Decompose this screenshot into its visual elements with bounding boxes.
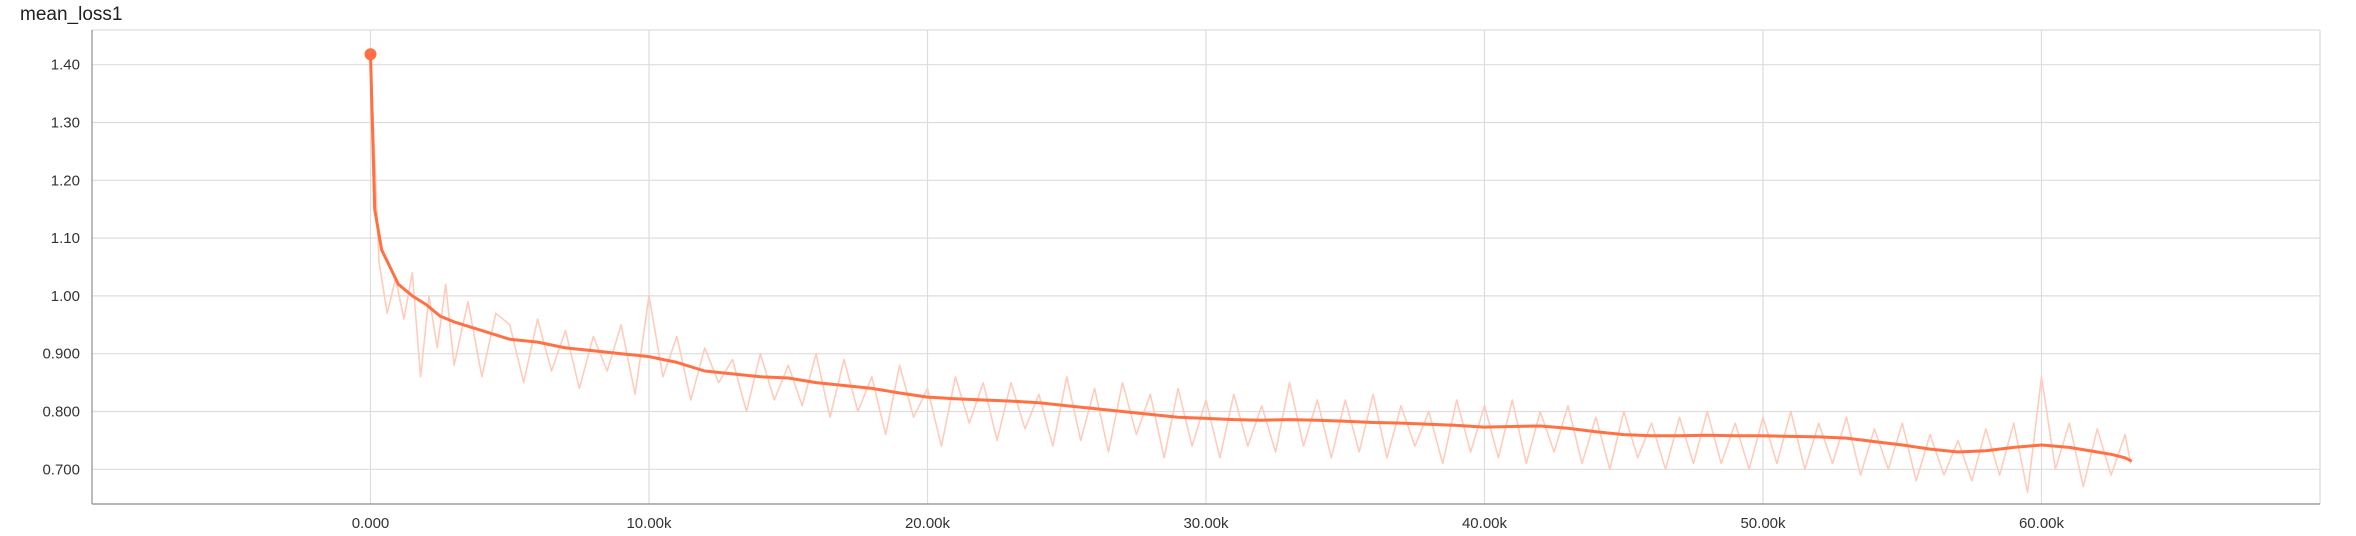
- start-point-marker: [364, 48, 377, 61]
- x-tick-label: 50.00k: [1740, 515, 1786, 532]
- grid-lines: [92, 30, 2320, 504]
- smoothed-loss-line: [369, 52, 2133, 463]
- y-tick-label: 0.700: [42, 461, 80, 478]
- y-tick-label: 1.10: [51, 230, 80, 247]
- y-tick-label: 1.00: [51, 288, 80, 305]
- y-tick-label: 0.900: [42, 346, 80, 363]
- x-tick-label: 60.00k: [2019, 515, 2065, 532]
- x-tick-label: 10.00k: [626, 515, 672, 532]
- raw-loss-series: [369, 54, 2132, 494]
- x-tick-label: 20.00k: [905, 515, 951, 532]
- y-tick-label: 0.800: [42, 404, 80, 421]
- axes: [91, 29, 2321, 505]
- x-tick-label: 30.00k: [1183, 515, 1229, 532]
- x-tick-label: 40.00k: [1462, 515, 1508, 532]
- x-tick-label: 0.000: [352, 515, 390, 532]
- chart-title: mean_loss1: [20, 4, 123, 25]
- y-tick-label: 1.20: [51, 172, 80, 189]
- y-tick-label: 1.30: [51, 114, 80, 131]
- tick-labels: 0.700 0.800 0.900 1.00 1.10 1.20 1.30 1.40 0.000…: [42, 57, 2064, 532]
- raw-loss-line: [369, 54, 2132, 494]
- y-tick-label: 1.40: [51, 57, 80, 74]
- smoothed-loss-series: [364, 48, 2133, 463]
